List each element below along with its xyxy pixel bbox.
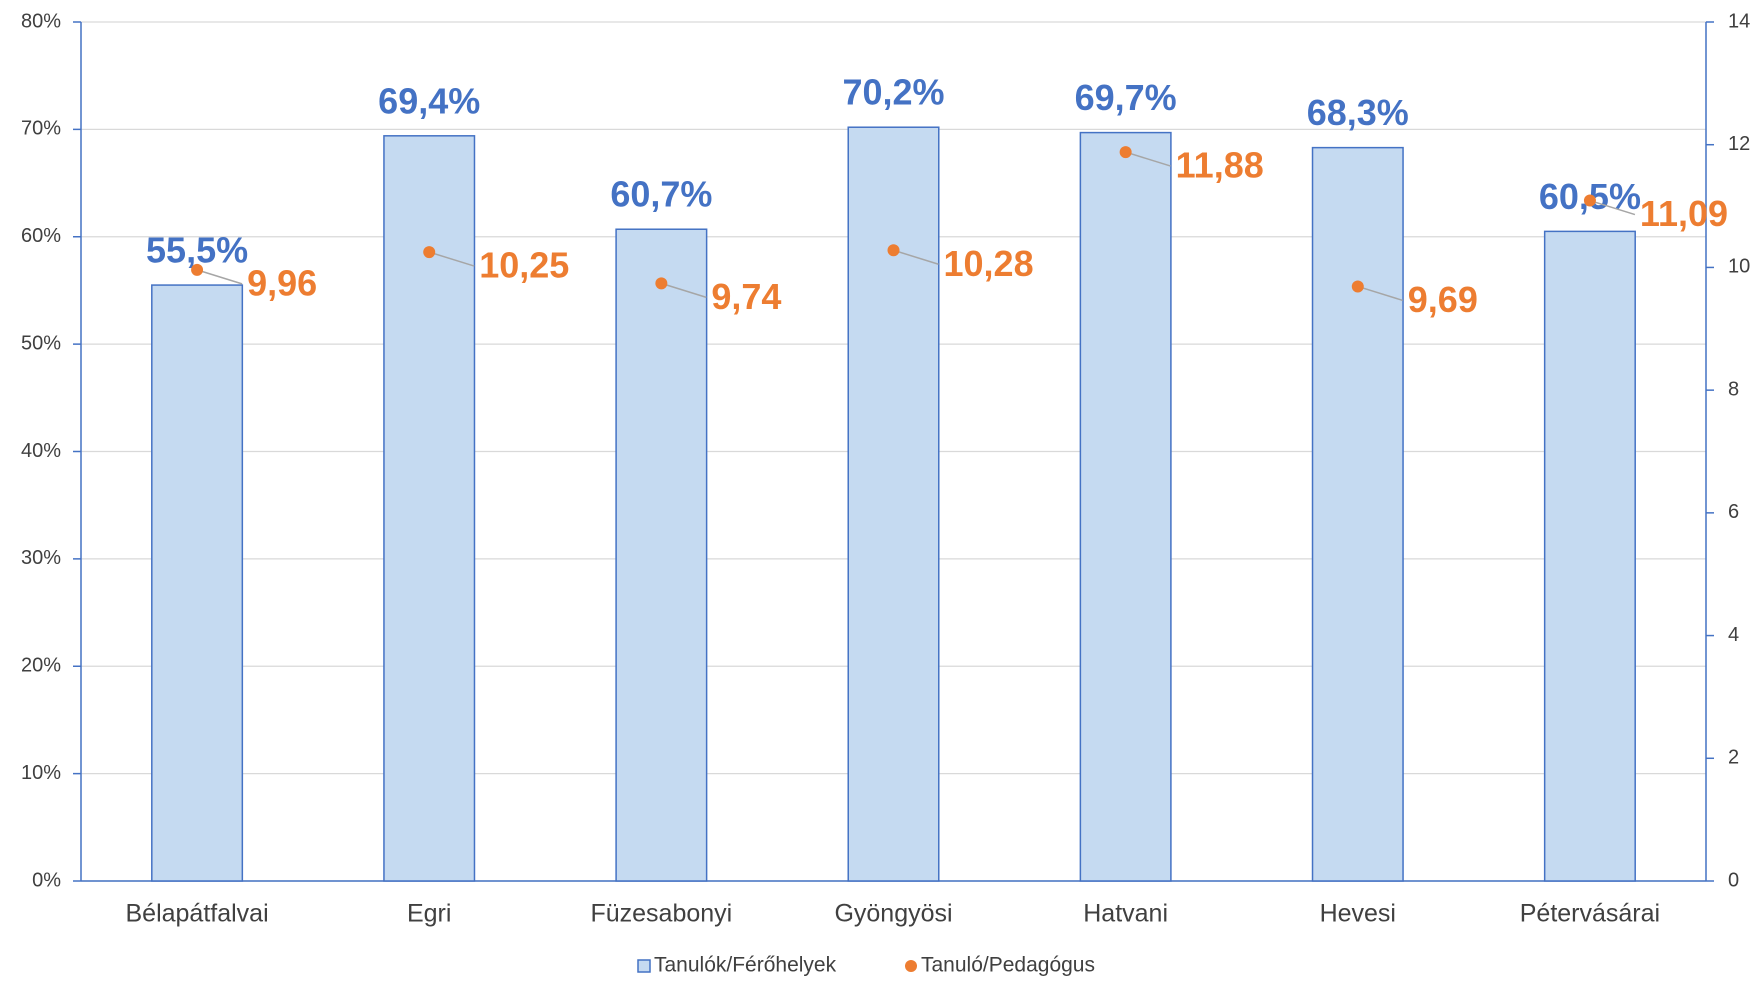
leader-line (1125, 151, 1171, 167)
bar-value-label: 68,3% (1307, 92, 1409, 133)
bar-value-label: 55,5% (146, 230, 248, 271)
y-tick-label: 70% (21, 118, 61, 140)
point-value-label: 10,25 (479, 245, 569, 286)
x-tick-label: Egri (407, 900, 451, 928)
legend-marker (637, 959, 651, 973)
point (655, 277, 668, 290)
x-tick-label: Gyöngyösi (834, 900, 952, 928)
bar (847, 126, 940, 882)
y2-tick-label: 14 (1728, 10, 1750, 32)
bar-value-label: 69,7% (1075, 77, 1177, 118)
y-tick-label: 0% (32, 869, 61, 891)
bar-value-label: 60,7% (610, 174, 712, 215)
legend-marker (905, 960, 917, 972)
x-tick-label: Hatvani (1083, 900, 1168, 928)
legend-label: Tanulók/Férőhelyek (654, 954, 837, 977)
leader-line (1589, 199, 1636, 216)
point (1351, 280, 1364, 293)
y-tick-label: 60% (21, 225, 61, 247)
x-tick-label: Bélapátfalvai (125, 900, 268, 928)
y-tick-label: 10% (21, 762, 61, 784)
x-tick-label: Hevesi (1320, 900, 1396, 928)
y2-tick-label: 8 (1728, 378, 1739, 400)
y-tick-label: 30% (21, 547, 61, 569)
point (1583, 194, 1596, 207)
y-tick-label: 80% (21, 10, 61, 32)
bar (1079, 131, 1172, 882)
bar (615, 228, 708, 882)
leader-line (1357, 285, 1404, 302)
y2-tick-label: 2 (1728, 747, 1739, 769)
x-tick-label: Füzesabonyi (590, 900, 732, 928)
x-tick-label: Pétervásárai (1520, 900, 1660, 928)
leader-line (661, 282, 707, 299)
point (423, 246, 436, 259)
point-value-label: 11,09 (1640, 193, 1728, 234)
y-tick-label: 50% (21, 332, 61, 354)
y-tick-label: 40% (21, 440, 61, 462)
point (191, 263, 204, 276)
bar (383, 135, 476, 882)
y2-tick-label: 10 (1728, 256, 1750, 278)
point (1119, 146, 1132, 159)
leader-line (893, 249, 939, 265)
y-tick-label: 20% (21, 655, 61, 677)
legend-label: Tanuló/Pedagógus (921, 954, 1095, 977)
y2-tick-label: 4 (1728, 624, 1739, 646)
bar-value-label: 70,2% (842, 72, 944, 113)
bar (1311, 146, 1404, 882)
bar (1543, 230, 1636, 882)
leader-line (196, 269, 243, 285)
point-value-label: 11,88 (1176, 145, 1264, 186)
point-value-label: 9,69 (1408, 279, 1478, 320)
y2-tick-label: 6 (1728, 501, 1739, 523)
point (887, 244, 900, 257)
point-value-label: 10,28 (944, 243, 1034, 284)
leader-line (428, 251, 475, 267)
point-value-label: 9,74 (711, 276, 781, 317)
bar-value-label: 69,4% (378, 80, 480, 121)
y2-tick-label: 0 (1728, 869, 1739, 891)
y2-tick-label: 12 (1728, 133, 1750, 155)
point-value-label: 9,96 (247, 262, 317, 303)
bar (151, 284, 244, 882)
